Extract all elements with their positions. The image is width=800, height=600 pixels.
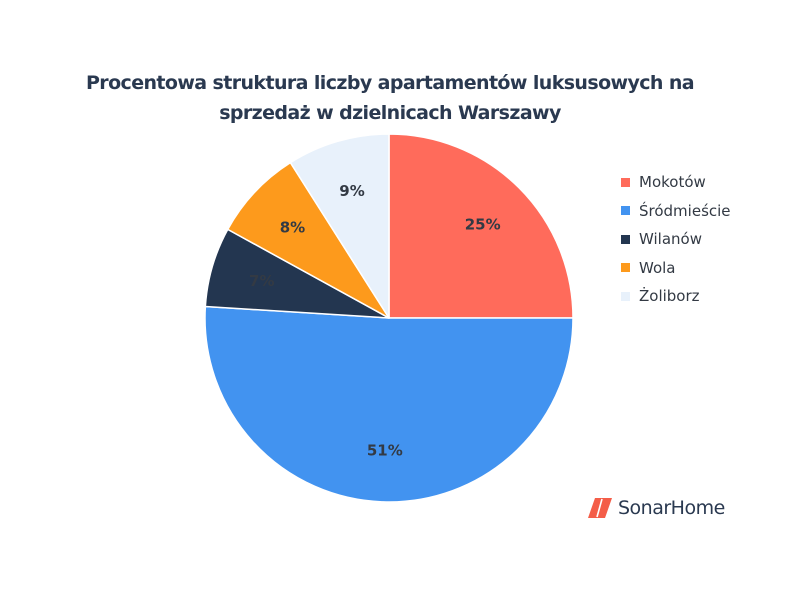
chart-legend: Mokotów Śródmieście Wilanów Wola Żoliborz bbox=[621, 168, 731, 311]
legend-item-mokotow: Mokotów bbox=[621, 168, 731, 197]
legend-label: Żoliborz bbox=[639, 287, 700, 306]
legend-item-wola: Wola bbox=[621, 254, 731, 283]
data-label-mokotow: 25% bbox=[465, 215, 501, 233]
chart-title: Procentowa struktura liczby apartamentów… bbox=[40, 68, 740, 128]
chart-title-line-1: Procentowa struktura liczby apartamentów… bbox=[85, 72, 695, 94]
legend-label: Śródmieście bbox=[639, 201, 731, 220]
data-label-wilanow: 7% bbox=[249, 272, 274, 290]
pie-slice-srodmiescie bbox=[204, 305, 574, 503]
data-label-srodmiescie: 51% bbox=[367, 441, 403, 459]
legend-label: Mokotów bbox=[639, 173, 706, 192]
pie-slice-wola bbox=[227, 161, 390, 319]
legend-item-srodmiescie: Śródmieście bbox=[621, 197, 731, 226]
brand-name: SonarHome bbox=[618, 497, 725, 519]
legend-swatch bbox=[621, 234, 630, 244]
legend-label: Wilanów bbox=[639, 230, 702, 249]
data-label-wola: 8% bbox=[280, 218, 305, 236]
pie-slice-mokotow bbox=[388, 133, 574, 319]
brand-logo: SonarHome bbox=[588, 497, 725, 519]
legend-swatch bbox=[621, 263, 630, 273]
legend-swatch bbox=[621, 177, 630, 187]
data-label-zoliborz: 9% bbox=[339, 182, 364, 200]
legend-swatch bbox=[621, 206, 630, 216]
pie-slice-zoliborz bbox=[289, 133, 390, 319]
legend-label: Wola bbox=[639, 258, 676, 277]
legend-swatch bbox=[621, 291, 630, 301]
legend-item-zoliborz: Żoliborz bbox=[621, 282, 731, 311]
chart-title-line-2: sprzedaż w dzielnicach Warszawy bbox=[219, 102, 561, 124]
sonarhome-logo-icon bbox=[588, 498, 612, 518]
legend-item-wilanow: Wilanów bbox=[621, 225, 731, 254]
